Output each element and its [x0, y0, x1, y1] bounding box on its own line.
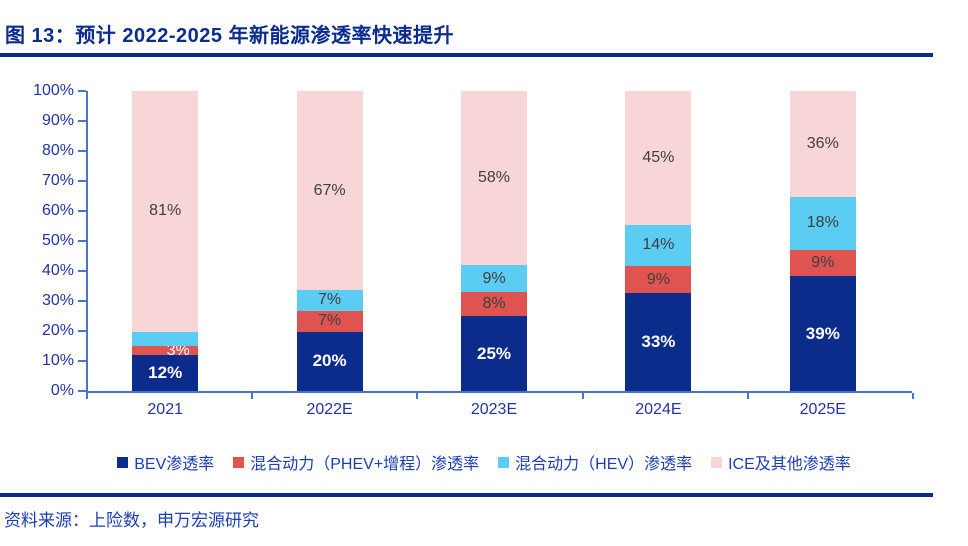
legend-swatch-phev [233, 456, 245, 468]
bar-segment-2022e-bev: 20% [296, 331, 363, 391]
x-axis-tick [581, 393, 584, 399]
y-axis-tick [78, 150, 86, 152]
y-axis-tick-label: 10% [41, 352, 74, 369]
bar-segment-2025e-ice: 36% [789, 91, 856, 197]
bar-segment-2025e-bev: 39% [789, 276, 856, 391]
y-axis-line [86, 91, 88, 393]
y-axis-tick-label: 40% [41, 262, 74, 279]
chart-legend: BEV渗透率 混合动力（PHEV+增程）渗透率 混合动力（HEV）渗透率 ICE及其他… [0, 450, 968, 474]
segment-value-label: 39% [805, 323, 840, 343]
x-axis-tick [86, 393, 88, 399]
y-axis-tick [78, 180, 86, 182]
x-axis-tick-label: 2025E [799, 401, 846, 418]
bar-segment-2024e-bev: 33% [625, 292, 692, 391]
segment-value-label: 9% [482, 269, 506, 287]
bar-segment-2021-hev: 5% [132, 318, 199, 347]
segment-value-label: 9% [811, 254, 835, 272]
figure-title: 图 13：预计 2022-2025 年新能源渗透率快速提升 [5, 25, 455, 47]
y-axis-tick [78, 360, 86, 362]
bar-segment-2025e-phev: 9% [789, 249, 856, 277]
bar-segment-2022e-ice: 67% [296, 91, 363, 290]
y-axis-tick-label: 70% [41, 172, 74, 189]
x-axis-tick-label: 2024E [635, 401, 682, 418]
bar-segment-2024e-ice: 45% [625, 91, 692, 225]
bar-segment-2022e-hev: 7% [296, 290, 363, 311]
y-axis-tick-label: 100% [33, 82, 74, 99]
segment-value-label: 58% [477, 169, 511, 186]
legend-item-ice: ICE及其他渗透率 [711, 450, 851, 474]
y-axis-tick-label: 0% [50, 382, 74, 399]
legend-label: ICE及其他渗透率 [728, 456, 851, 473]
y-axis-tick [78, 390, 86, 392]
y-axis-tick [78, 300, 86, 302]
segment-value-label: 81% [149, 202, 182, 220]
y-axis-tick [78, 330, 86, 332]
segment-value-label: 14% [642, 236, 675, 254]
segment-value-label: 45% [642, 148, 675, 166]
x-axis-tick [251, 393, 254, 399]
bar-segment-2023e-ice: 58% [461, 91, 527, 265]
bar-segment-2021-phev: 3% [132, 342, 199, 358]
bar-segment-2024e-phev: 9% [625, 266, 692, 293]
footer-rule [0, 493, 933, 497]
segment-value-label: 8% [482, 295, 506, 312]
x-axis-tick [912, 393, 914, 399]
x-axis-tick-label: 2021 [147, 401, 183, 418]
segment-value-label: 18% [806, 214, 839, 232]
legend-item-hev: 混合动力（HEV）渗透率 [498, 450, 692, 474]
y-axis-tick-label: 50% [41, 232, 74, 249]
segment-value-label: 7% [318, 312, 342, 330]
title-underline-rule [0, 53, 933, 57]
bar-segment-2025e-hev: 18% [789, 196, 856, 250]
bar-segment-2024e-hev: 14% [625, 224, 692, 267]
bar-segment-2021-ice: 81% [132, 91, 199, 332]
segment-value-label: 7% [318, 291, 342, 309]
segment-value-label: 9% [646, 270, 670, 288]
y-axis-tick [78, 90, 86, 92]
segment-value-label: 20% [312, 351, 347, 371]
y-axis-tick-label: 80% [41, 142, 74, 159]
y-axis-tick [78, 270, 86, 272]
y-axis-tick-label: 30% [41, 292, 74, 309]
x-axis-tick [746, 393, 749, 399]
bar-segment-2023e-phev: 8% [461, 292, 527, 316]
x-axis-tick-label: 2023E [470, 401, 518, 418]
y-axis-tick-label: 90% [41, 112, 74, 129]
x-axis-tick [416, 393, 419, 399]
legend-item-phev: 混合动力（PHEV+增程）渗透率 [233, 450, 479, 474]
legend-label: 混合动力（HEV）渗透率 [515, 456, 693, 473]
y-axis-tick [78, 210, 86, 212]
legend-swatch-hev [498, 456, 510, 468]
x-axis-tick-label: 2022E [306, 401, 353, 418]
bar-segment-2023e-bev: 25% [461, 316, 527, 391]
segment-value-label: 36% [806, 134, 839, 152]
y-axis-tick-label: 20% [41, 322, 74, 339]
legend-label: BEV渗透率 [134, 456, 215, 473]
x-axis-line [86, 391, 912, 393]
segment-value-label: 67% [313, 181, 346, 199]
y-axis-tick [78, 120, 86, 122]
segment-value-label: 25% [476, 343, 512, 363]
segment-value-label: 33% [641, 331, 676, 351]
segment-value-label: 12% [148, 363, 183, 383]
bar-segment-2022e-phev: 7% [296, 310, 363, 332]
bar-segment-2023e-hev: 9% [461, 265, 527, 292]
y-axis-tick-label: 60% [41, 202, 74, 219]
y-axis-tick [78, 240, 86, 242]
source-note: 资料来源：上险数，申万宏源研究 [4, 511, 259, 530]
legend-swatch-bev [117, 456, 129, 468]
bar-segment-2021-bev: 12% [132, 355, 199, 391]
legend-swatch-ice [711, 456, 723, 468]
legend-item-bev: BEV渗透率 [117, 450, 214, 474]
legend-label: 混合动力（PHEV+增程）渗透率 [250, 456, 480, 473]
